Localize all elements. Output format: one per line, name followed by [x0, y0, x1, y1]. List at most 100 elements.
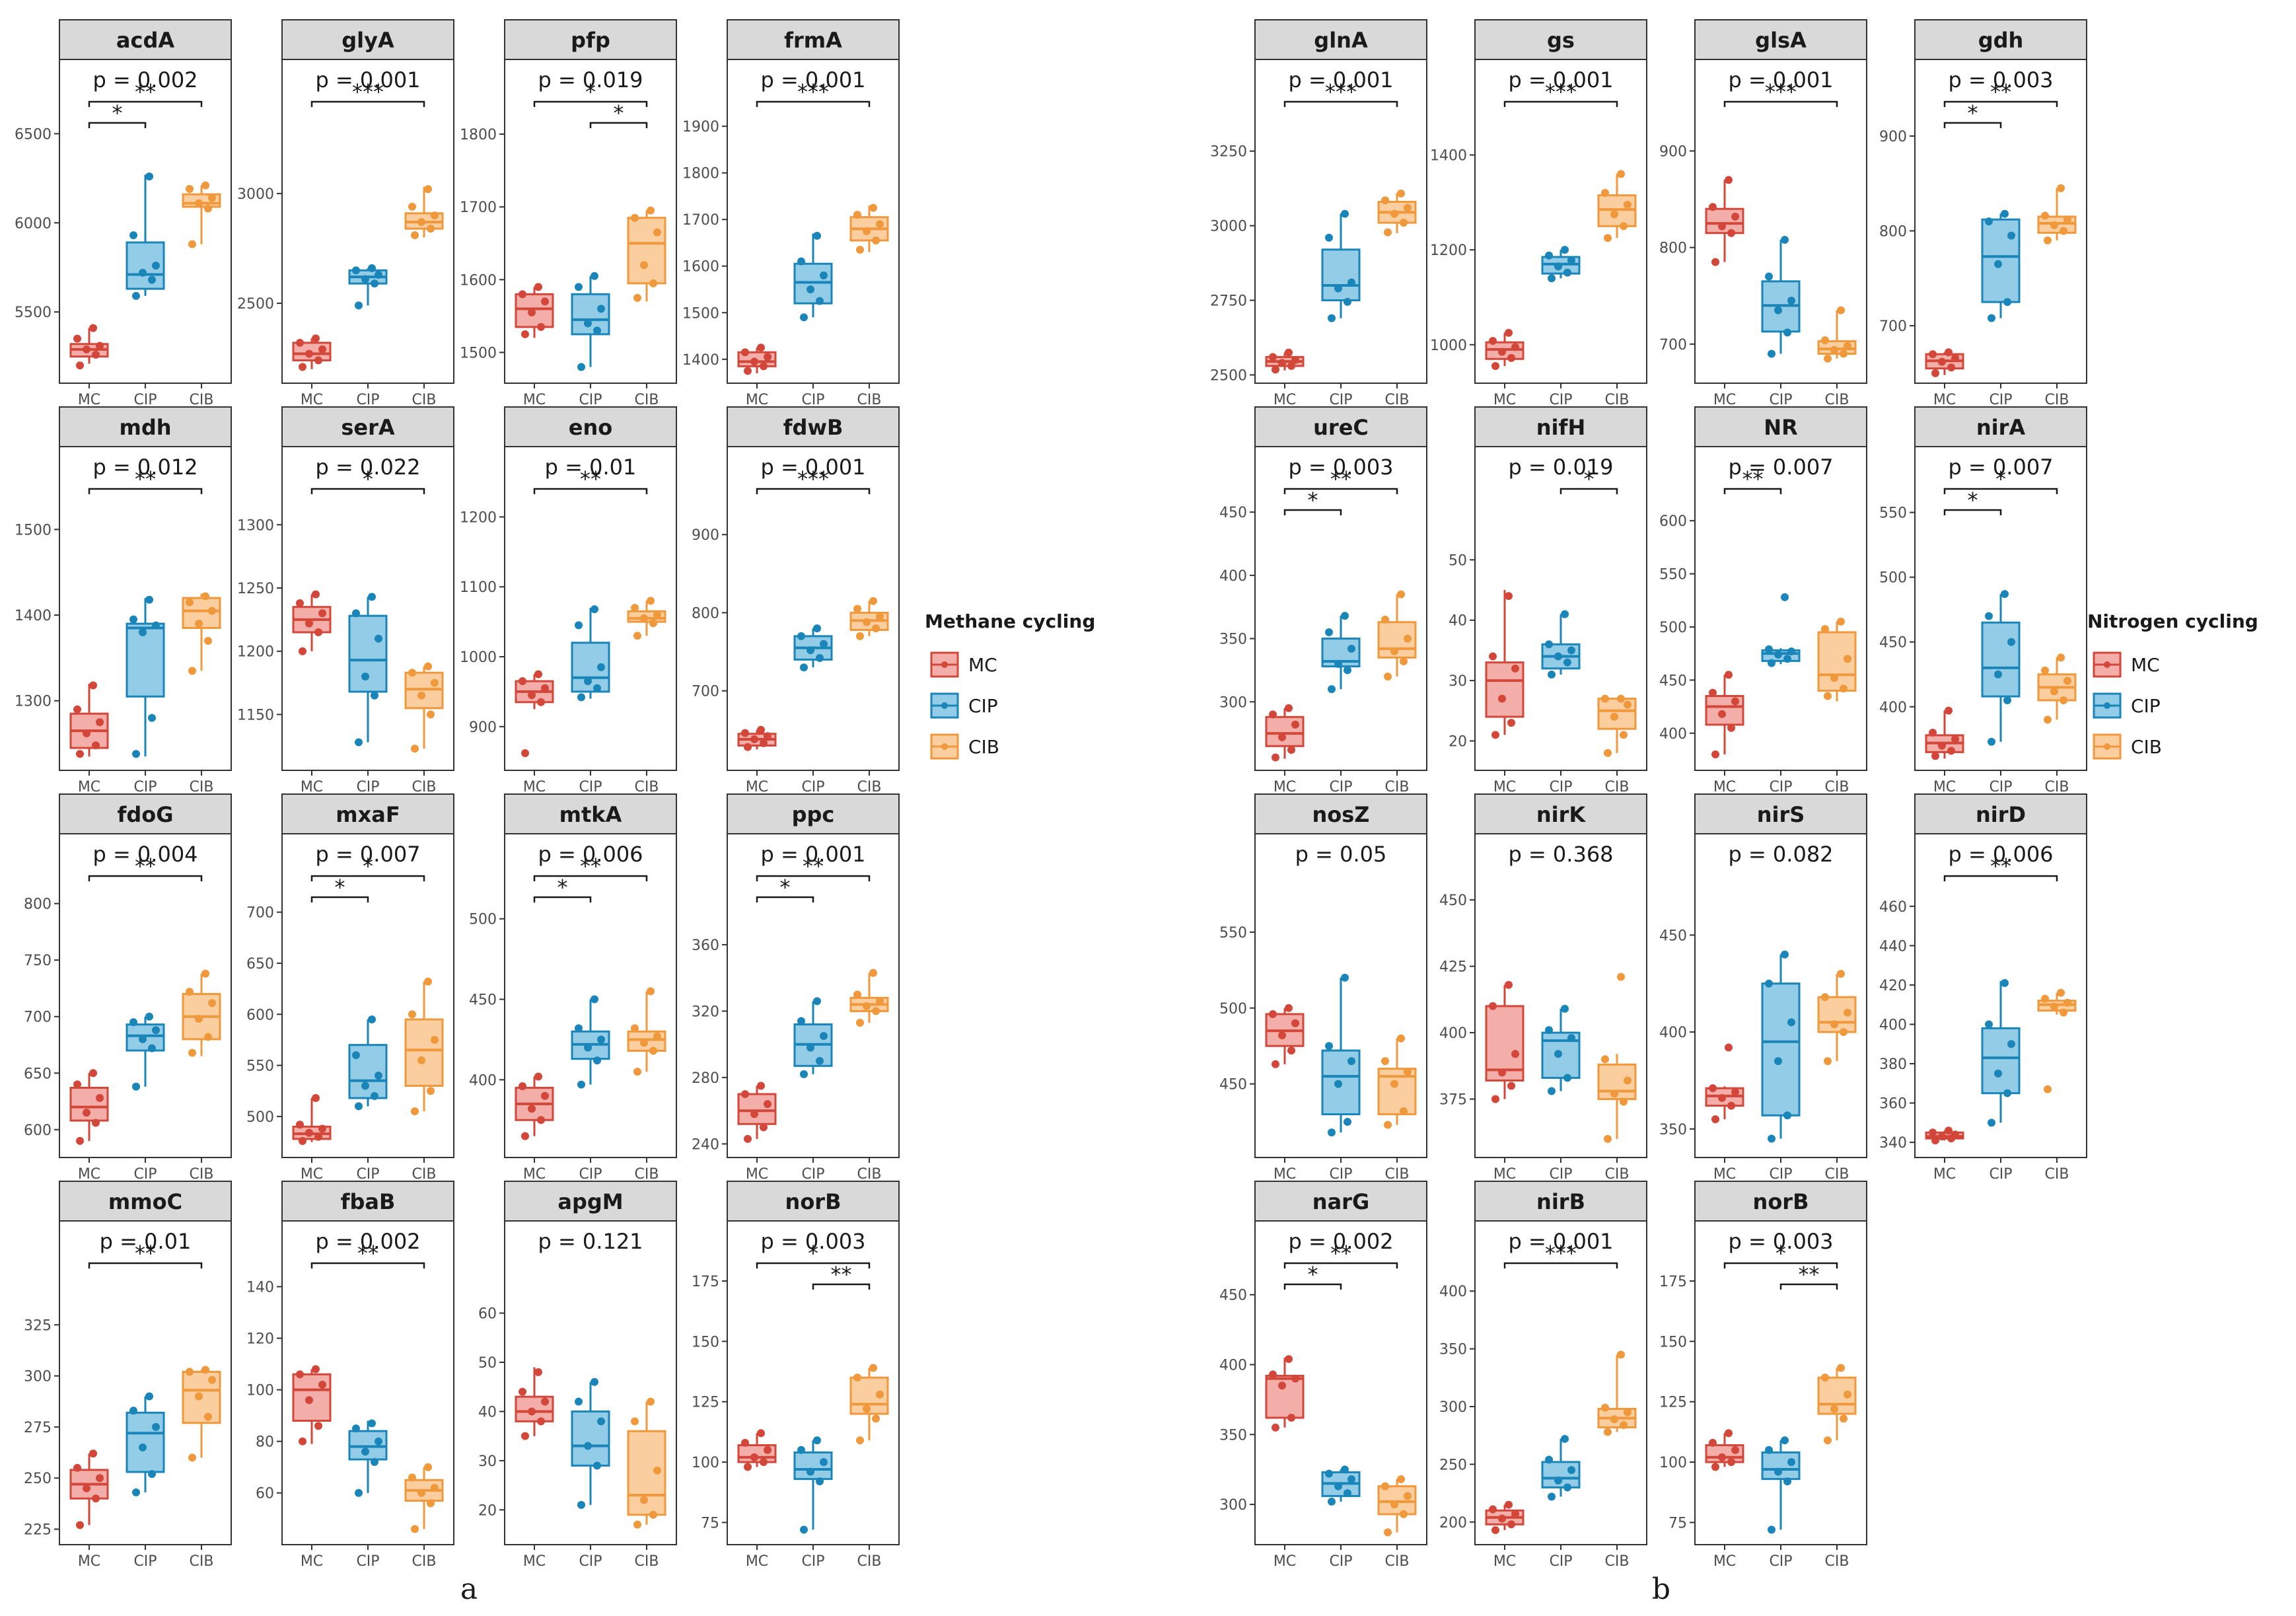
data-point — [647, 597, 655, 605]
significance-stars: * — [585, 79, 596, 104]
data-point — [1617, 973, 1625, 981]
data-point — [1931, 1136, 1939, 1145]
significance-stars: * — [112, 100, 123, 126]
data-point — [653, 228, 661, 237]
data-point — [528, 1105, 536, 1113]
data-point — [305, 619, 313, 628]
data-point — [1269, 710, 1277, 719]
data-point — [633, 293, 641, 302]
data-point — [853, 605, 861, 613]
data-point — [2050, 1002, 2058, 1011]
data-point — [1768, 349, 1776, 358]
data-point — [1548, 1492, 1556, 1501]
data-point — [152, 1026, 160, 1035]
y-tick-label: 1700 — [460, 200, 497, 216]
p-value-label: p = 0.004 — [92, 842, 197, 867]
data-point — [1505, 328, 1513, 337]
data-point — [1554, 262, 1562, 271]
data-point — [760, 1458, 768, 1467]
data-point — [1994, 670, 2002, 679]
significance-bracket — [1283, 488, 1398, 494]
facet-strip — [281, 19, 454, 60]
data-point — [204, 1033, 212, 1041]
data-point — [371, 691, 378, 700]
x-tick-label: CIB — [190, 1166, 214, 1183]
data-point — [1929, 728, 1937, 737]
data-point — [1545, 640, 1553, 649]
data-point — [314, 356, 322, 365]
data-point — [299, 1136, 306, 1145]
data-point — [1563, 1483, 1571, 1492]
x-tick-label: CIP — [356, 392, 379, 408]
p-value-label: p = 0.003 — [1948, 67, 2053, 92]
data-point — [1400, 1510, 1408, 1518]
data-point — [139, 628, 147, 636]
x-tick-label: CIP — [1549, 1553, 1572, 1570]
data-point — [188, 1453, 196, 1462]
data-point — [1561, 246, 1569, 254]
data-point — [2003, 1089, 2011, 1097]
y-tick-label: 500 — [1879, 570, 1907, 587]
data-point — [424, 977, 432, 986]
y-tick-label: 75 — [701, 1515, 719, 1531]
data-point — [188, 1048, 196, 1057]
y-tick-label: 5500 — [15, 305, 52, 321]
p-value-label: p = 0.003 — [760, 1229, 865, 1254]
significance-stars: ** — [580, 854, 601, 879]
plot-panel — [1474, 833, 1647, 1158]
data-point — [1397, 1034, 1405, 1043]
data-point — [1837, 306, 1845, 314]
x-tick-label: CIB — [190, 1553, 214, 1570]
y-tick-label: 400 — [1439, 1025, 1467, 1042]
data-point — [1840, 684, 1848, 693]
data-point — [1945, 1126, 1953, 1135]
data-point — [2007, 638, 2015, 646]
y-tick-label: 400 — [1879, 1017, 1907, 1033]
data-point — [314, 1422, 322, 1430]
boxplot-a-fdoG: fdoG p = 0.004 600 650 700 750 800 MC CIP CIB ** — [24, 793, 232, 1183]
data-point — [1511, 1510, 1519, 1518]
significance-stars: ** — [1330, 1241, 1351, 1266]
data-point — [1821, 993, 1829, 1002]
data-point — [1781, 1436, 1789, 1445]
data-point — [1824, 692, 1832, 700]
x-tick-label: CIB — [857, 1553, 882, 1570]
data-point — [417, 1488, 425, 1497]
data-point — [1397, 1475, 1405, 1484]
boxplot-b-nirK: nirK p = 0.368 375 400 425 450 MC CIP CIB — [1439, 793, 1647, 1183]
y-tick-label: 450 — [1219, 505, 1247, 521]
data-point — [2001, 978, 2009, 987]
data-point — [577, 1080, 585, 1089]
y-tick-label: 2500 — [237, 296, 274, 312]
data-point — [744, 1463, 752, 1471]
data-point — [1774, 650, 1782, 659]
x-tick-label: MC — [1493, 392, 1516, 408]
p-value-label: p = 0.001 — [760, 455, 865, 480]
data-point — [1341, 209, 1349, 218]
data-point — [1938, 1132, 1946, 1141]
y-tick-label: 300 — [24, 1369, 52, 1385]
gene-title: mtkA — [559, 802, 622, 827]
y-tick-label: 300 — [1439, 1399, 1467, 1416]
box-MC — [1265, 716, 1305, 747]
p-value-label: p = 0.01 — [100, 1229, 192, 1254]
box-CIP — [1321, 1049, 1361, 1116]
data-point — [816, 297, 824, 305]
gene-title: ppc — [792, 802, 835, 827]
significance-bracket — [88, 488, 203, 494]
data-point — [2041, 666, 2049, 675]
data-point — [1985, 1020, 1993, 1029]
data-point — [1384, 673, 1392, 680]
data-point — [816, 1477, 824, 1486]
x-tick-label: CIB — [412, 1553, 437, 1570]
data-point — [597, 663, 605, 671]
data-point — [1709, 203, 1717, 211]
data-point — [1561, 1004, 1569, 1013]
data-point — [653, 610, 661, 619]
y-tick-label: 3000 — [1210, 219, 1247, 235]
data-point — [1787, 647, 1795, 655]
data-point — [1384, 1528, 1392, 1537]
data-point — [577, 363, 585, 371]
x-tick-label: MC — [1933, 779, 1956, 795]
p-value-label: p = 0.368 — [1508, 842, 1613, 867]
